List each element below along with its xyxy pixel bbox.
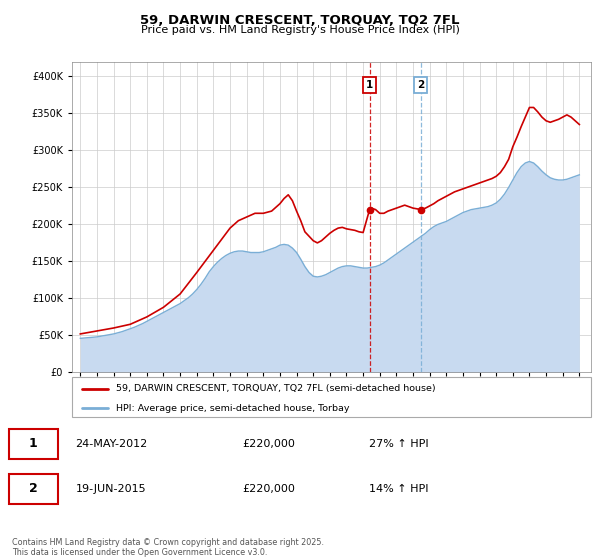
Text: 2: 2 [417, 80, 424, 90]
Text: Price paid vs. HM Land Registry's House Price Index (HPI): Price paid vs. HM Land Registry's House … [140, 25, 460, 35]
Text: Contains HM Land Registry data © Crown copyright and database right 2025.
This d: Contains HM Land Registry data © Crown c… [12, 538, 324, 557]
Text: 19-JUN-2015: 19-JUN-2015 [76, 484, 146, 493]
Text: 59, DARWIN CRESCENT, TORQUAY, TQ2 7FL (semi-detached house): 59, DARWIN CRESCENT, TORQUAY, TQ2 7FL (s… [116, 385, 436, 394]
Text: 24-MAY-2012: 24-MAY-2012 [76, 439, 148, 449]
Text: 1: 1 [29, 437, 38, 450]
FancyBboxPatch shape [9, 429, 58, 459]
FancyBboxPatch shape [72, 377, 591, 417]
Text: 1: 1 [366, 80, 373, 90]
Text: 59, DARWIN CRESCENT, TORQUAY, TQ2 7FL: 59, DARWIN CRESCENT, TORQUAY, TQ2 7FL [140, 14, 460, 27]
Text: 27% ↑ HPI: 27% ↑ HPI [369, 439, 429, 449]
Text: HPI: Average price, semi-detached house, Torbay: HPI: Average price, semi-detached house,… [116, 404, 350, 413]
Text: 14% ↑ HPI: 14% ↑ HPI [369, 484, 428, 493]
FancyBboxPatch shape [9, 474, 58, 504]
Text: £220,000: £220,000 [242, 439, 295, 449]
Text: 2: 2 [29, 482, 38, 495]
Text: £220,000: £220,000 [242, 484, 295, 493]
